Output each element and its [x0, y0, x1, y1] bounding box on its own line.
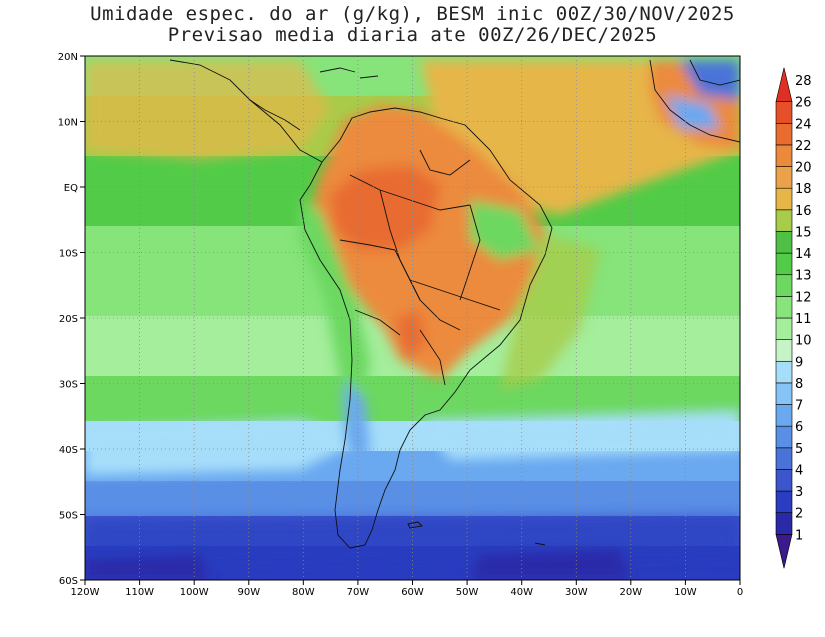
- colorbar-swatch: [775, 187, 793, 211]
- colorbar-swatch: [775, 404, 793, 427]
- colorbar-label: 2: [795, 507, 803, 522]
- colorbar-label: 10: [795, 334, 812, 349]
- lat-label: 40S: [59, 445, 78, 456]
- colorbar-label: 13: [795, 269, 812, 284]
- colorbar-swatch: [775, 382, 793, 405]
- colorbar-label: 9: [795, 355, 803, 370]
- colorbar-swatch: [775, 534, 793, 569]
- colorbar-label: 22: [795, 139, 812, 154]
- colorbar-swatch: [775, 425, 793, 449]
- colorbar-swatch: [775, 122, 793, 146]
- colorbar-label: 12: [795, 290, 812, 305]
- colorbar-swatch: [775, 490, 793, 514]
- lon-label: 40W: [510, 587, 533, 598]
- coastlines: [169, 59, 740, 549]
- map-title-line2: Previsao media diaria ate 00Z/26/DEC/202…: [167, 24, 658, 46]
- colorbar-swatch: [775, 209, 793, 232]
- lon-label: 70W: [347, 587, 370, 598]
- lat-label: 50S: [59, 511, 78, 522]
- colorbar-swatch: [775, 360, 793, 384]
- lon-label: 20W: [619, 587, 642, 598]
- lon-label: 30W: [565, 587, 588, 598]
- colorbar-label: 16: [795, 204, 812, 219]
- colorbar-label: 18: [795, 182, 812, 197]
- colorbar-swatch: [775, 296, 793, 319]
- lon-label: 10W: [674, 587, 697, 598]
- colorbar-label: 24: [795, 117, 812, 132]
- colorbar-swatch: [775, 339, 793, 362]
- lat-label: 10S: [59, 249, 78, 260]
- lon-label: 0: [737, 587, 743, 598]
- colorbar-swatch: [775, 101, 793, 124]
- colorbar-swatch: [775, 512, 793, 535]
- colorbar-label: 4: [795, 463, 803, 478]
- colorbar-label: 14: [795, 247, 812, 262]
- lat-label: 20S: [59, 314, 78, 325]
- colorbar-swatch: [775, 317, 793, 340]
- lon-label: 120W: [71, 587, 100, 598]
- colorbar-label: 26: [795, 96, 812, 111]
- lon-label: 50W: [456, 587, 479, 598]
- lat-label: 20N: [58, 52, 78, 63]
- lon-label: 60W: [401, 587, 424, 598]
- lat-label: 60S: [59, 576, 78, 587]
- colorbar-swatch: [775, 469, 793, 492]
- map-title-line1: Umidade espec. do ar (g/kg), BESM inic 0…: [90, 3, 735, 25]
- lon-label: 100W: [180, 587, 209, 598]
- colorbar-swatch: [775, 447, 793, 470]
- map-grid: [85, 56, 740, 580]
- colorbar-swatch: [775, 231, 793, 254]
- colorbar-label: 5: [795, 442, 803, 457]
- colorbar-label: 11: [795, 312, 812, 327]
- colorbar-swatch: [775, 252, 793, 276]
- colorbar-swatch: [775, 67, 793, 102]
- lon-label: 110W: [125, 587, 154, 598]
- colorbar-label: 3: [795, 485, 803, 500]
- colorbar-label: 1: [795, 528, 803, 543]
- colorbar-swatch: [775, 166, 793, 189]
- colorbar-label: 8: [795, 377, 803, 392]
- colorbar-label: 20: [795, 161, 812, 176]
- lat-label: EQ: [64, 183, 78, 194]
- colorbar-label: 6: [795, 420, 803, 435]
- colorbar-label: 15: [795, 225, 812, 240]
- colorbar-label: 28: [795, 74, 812, 89]
- colorbar-swatch: [775, 274, 793, 297]
- lon-label: 90W: [237, 587, 260, 598]
- lat-label: 30S: [59, 380, 78, 391]
- lat-label: 10N: [58, 118, 78, 129]
- colorbar-label: 7: [795, 399, 803, 414]
- lon-label: 80W: [292, 587, 315, 598]
- colorbar-swatch: [775, 144, 793, 167]
